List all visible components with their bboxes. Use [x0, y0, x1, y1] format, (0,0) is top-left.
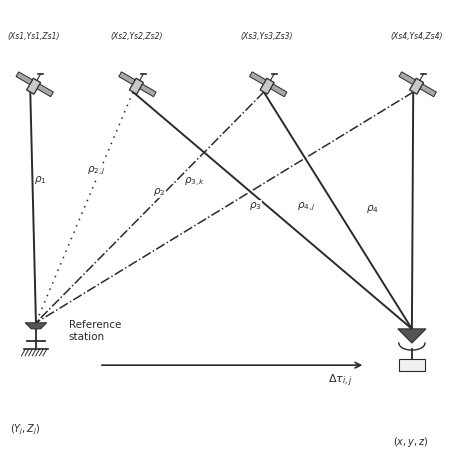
Polygon shape [399, 72, 415, 84]
Text: $\rho_{3,k}$: $\rho_{3,k}$ [184, 176, 205, 189]
Polygon shape [140, 84, 156, 97]
Text: (Xs2,Ys2,Zs2): (Xs2,Ys2,Zs2) [110, 32, 163, 41]
Text: $\Delta\tau_{i,j}$: $\Delta\tau_{i,j}$ [328, 373, 353, 389]
Text: Reference
station: Reference station [69, 320, 121, 342]
Text: $\rho_4$: $\rho_4$ [366, 203, 379, 215]
Polygon shape [420, 84, 437, 97]
Polygon shape [249, 72, 266, 84]
Polygon shape [25, 323, 47, 329]
Text: $\rho_2$: $\rho_2$ [154, 186, 166, 198]
Text: (Xs4,Ys4,Zs4): (Xs4,Ys4,Zs4) [390, 32, 443, 41]
Polygon shape [271, 84, 287, 97]
Polygon shape [27, 78, 41, 94]
Polygon shape [16, 72, 32, 84]
Text: (Xs1,Ys1,Zs1): (Xs1,Ys1,Zs1) [8, 32, 60, 41]
Polygon shape [260, 78, 274, 94]
Polygon shape [37, 84, 54, 97]
Text: $(x,y,z)$: $(x,y,z)$ [393, 435, 428, 449]
Polygon shape [119, 72, 135, 84]
Text: $\rho_{4,j}$: $\rho_{4,j}$ [297, 200, 316, 212]
Text: $(Y_j, Z_j)$: $(Y_j, Z_j)$ [10, 423, 41, 438]
Text: (Xs3,Ys3,Zs3): (Xs3,Ys3,Zs3) [241, 32, 293, 41]
Polygon shape [129, 78, 143, 94]
Text: $\rho_3$: $\rho_3$ [249, 201, 262, 212]
Polygon shape [410, 78, 424, 94]
Bar [399, 359, 425, 371]
Polygon shape [398, 329, 426, 343]
Text: $\rho_{2,j}$: $\rho_{2,j}$ [87, 165, 106, 177]
Text: $\rho_1$: $\rho_1$ [34, 174, 47, 186]
